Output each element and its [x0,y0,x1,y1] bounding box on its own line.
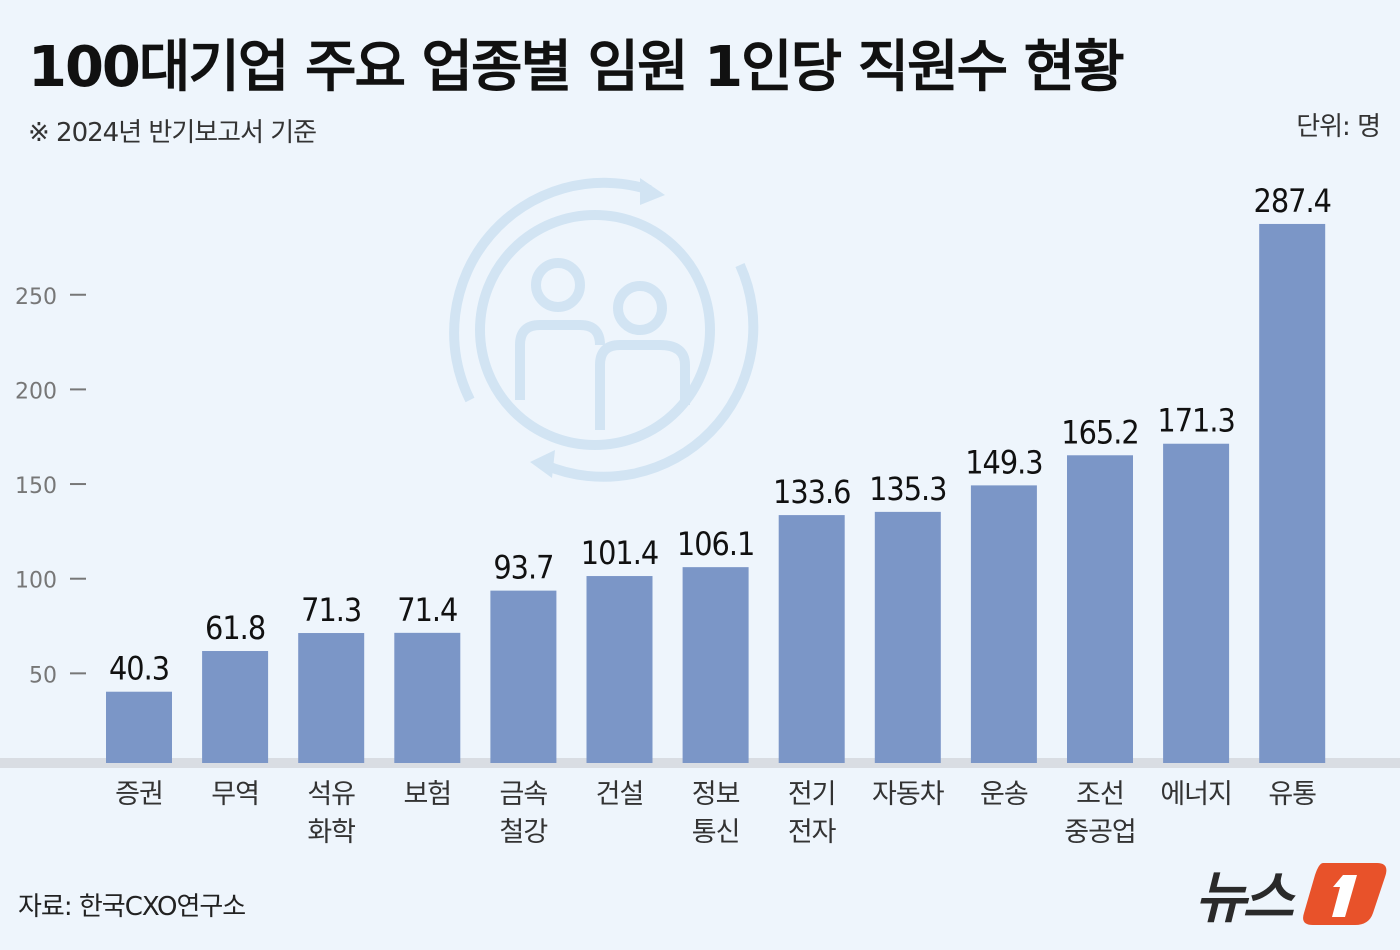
bar [586,576,653,763]
x-tick-label: 에너지 [1160,779,1232,810]
x-tick-label: 자동차 [872,779,945,810]
x-tick-label: 금속 [500,779,548,810]
x-tick-label: 유통 [1268,779,1316,810]
y-tick-label: 150 [15,474,57,499]
x-tick-label: 석유 [307,779,355,810]
data-label: 106.1 [677,525,754,563]
bar [490,590,557,763]
bar [778,515,845,763]
x-tick-label: 전기 [788,779,836,810]
data-label: 71.3 [301,591,361,629]
bar [202,651,269,763]
x-tick-label: 무역 [211,779,259,810]
y-tick-label: 50 [29,663,57,688]
bar [970,485,1037,763]
bar [1163,443,1230,763]
x-tick-label: 정보 [692,779,740,810]
chart-subtitle: ※ 2024년 반기보고서 기준 [28,118,317,148]
x-tick-label: 증권 [115,779,163,810]
x-tick-label: 통신 [692,817,740,848]
data-label: 171.3 [1157,402,1234,440]
data-label: 133.6 [773,473,850,511]
bar [1067,455,1133,763]
data-label: 40.3 [109,650,169,688]
watermark-people-icon [449,177,759,482]
x-tick-label: 화학 [307,817,355,848]
x-tick-label: 보험 [403,779,451,810]
chart-title: 100대기업 주요 업종별 임원 1인당 직원수 현황 [28,35,1125,100]
x-tick-label: 철강 [500,817,548,848]
data-label: 149.3 [965,443,1042,481]
y-axis: 50 100 150 200 250 [15,285,86,688]
data-label: 61.8 [205,609,265,647]
x-tick-label: 전자 [788,817,837,848]
x-tick-label: 중공업 [1064,817,1136,848]
bar [298,633,365,763]
y-tick-label: 200 [15,379,57,404]
bar [106,691,172,763]
bar [874,511,941,763]
data-label: 71.4 [397,591,457,629]
source-label: 자료: 한국CXO연구소 [18,892,246,922]
bar [1259,223,1326,764]
y-tick-label: 250 [15,285,57,310]
x-tick-label: 운송 [980,779,1028,810]
bar [682,567,749,763]
data-label: 101.4 [581,534,658,572]
news1-logo: 뉴스 [1195,855,1390,934]
data-label: 93.7 [493,549,553,587]
data-label: 287.4 [1254,182,1331,220]
bar [394,632,461,763]
data-label: 135.3 [869,470,946,508]
unit-label: 단위: 명 [1296,112,1381,142]
y-tick-label: 100 [15,569,57,594]
x-tick-label: 건설 [596,779,644,810]
data-label: 165.2 [1061,413,1138,451]
x-tick-label: 조선 [1076,779,1124,810]
news1-logo-icon: 뉴스 [1195,863,1387,931]
svg-text:뉴스: 뉴스 [1195,866,1297,930]
